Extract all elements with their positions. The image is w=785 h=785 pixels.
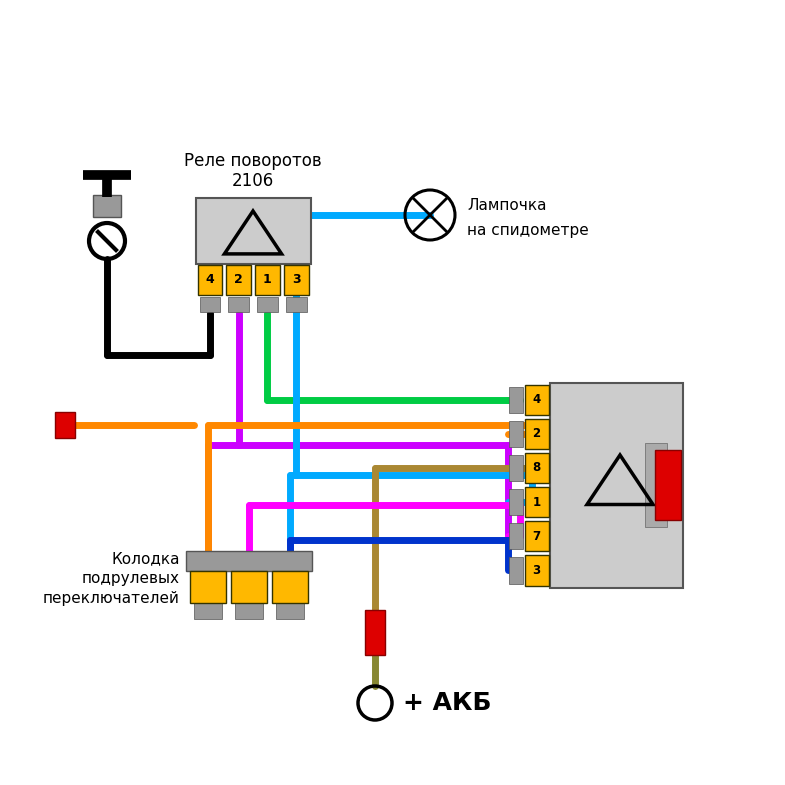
Text: Колодка: Колодка [111,551,180,566]
FancyBboxPatch shape [199,297,221,312]
Text: 3: 3 [532,564,541,577]
FancyBboxPatch shape [257,297,278,312]
Text: 2: 2 [234,273,243,286]
FancyBboxPatch shape [286,297,306,312]
FancyBboxPatch shape [228,297,249,312]
FancyBboxPatch shape [93,195,121,217]
FancyBboxPatch shape [524,418,549,449]
Text: 3: 3 [292,273,301,286]
FancyBboxPatch shape [524,521,549,551]
Text: Реле поворотов: Реле поворотов [184,152,322,170]
FancyBboxPatch shape [272,571,308,603]
FancyBboxPatch shape [198,265,222,294]
FancyBboxPatch shape [231,571,267,603]
FancyBboxPatch shape [524,385,549,414]
FancyBboxPatch shape [524,453,549,483]
FancyBboxPatch shape [365,610,385,655]
FancyBboxPatch shape [276,602,304,619]
Text: 2: 2 [532,427,541,440]
Text: переключателей: переключателей [43,591,180,606]
Text: 7: 7 [532,530,541,542]
FancyBboxPatch shape [509,489,523,515]
FancyBboxPatch shape [194,602,222,619]
FancyBboxPatch shape [509,386,523,413]
Text: подрулевых: подрулевых [82,571,180,586]
FancyBboxPatch shape [644,443,666,527]
FancyBboxPatch shape [186,551,312,571]
FancyBboxPatch shape [509,557,523,583]
FancyBboxPatch shape [509,523,523,550]
Text: 4: 4 [532,393,541,406]
FancyBboxPatch shape [190,571,226,603]
FancyBboxPatch shape [235,602,263,619]
Text: 8: 8 [532,462,541,474]
FancyBboxPatch shape [509,421,523,447]
Text: Лампочка: Лампочка [467,198,546,213]
FancyBboxPatch shape [655,450,681,520]
Text: 4: 4 [206,273,214,286]
Text: 1: 1 [263,273,272,286]
Text: 1: 1 [532,495,541,509]
Text: 2106: 2106 [232,171,274,189]
FancyBboxPatch shape [524,487,549,517]
FancyBboxPatch shape [255,265,279,294]
Text: на спидометре: на спидометре [467,222,589,238]
Text: + АКБ: + АКБ [403,691,491,715]
FancyBboxPatch shape [226,265,251,294]
FancyBboxPatch shape [283,265,309,294]
FancyBboxPatch shape [550,382,682,587]
FancyBboxPatch shape [195,198,311,264]
FancyBboxPatch shape [55,412,75,438]
FancyBboxPatch shape [524,555,549,586]
FancyBboxPatch shape [509,455,523,481]
